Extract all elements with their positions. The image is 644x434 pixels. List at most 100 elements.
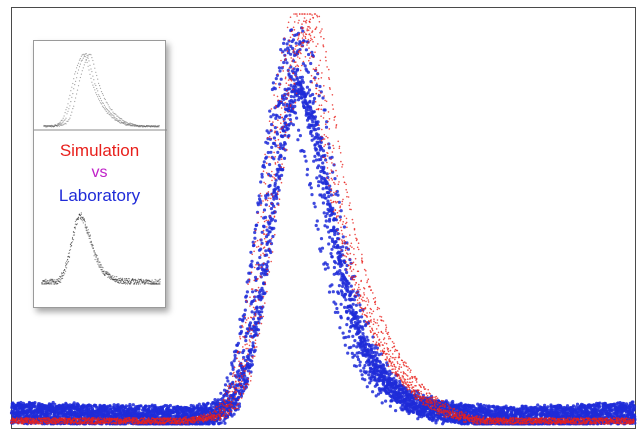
lab-point-322 (371, 390, 375, 394)
lab-point-1849 (213, 398, 217, 402)
lab-point-3526 (223, 421, 227, 425)
lab-point-763 (242, 355, 246, 360)
lab-point-817 (303, 64, 307, 68)
lab-point-1939 (314, 158, 318, 162)
lab-point-4553 (128, 402, 132, 407)
lab-point-308 (356, 355, 360, 359)
lab-point-4584 (162, 410, 166, 414)
lab-point-3605 (311, 101, 315, 105)
lab-point-821 (307, 88, 312, 92)
lab-point-4725 (321, 96, 325, 100)
lab-point-4165 (316, 133, 320, 137)
lab-point-4736 (333, 177, 337, 181)
lab-point-4194 (349, 290, 353, 294)
lab-point-4727 (323, 108, 327, 112)
lab-point-4363 (539, 411, 543, 415)
lab-point-4667 (255, 327, 259, 331)
lab-point-222 (259, 201, 263, 205)
lab-point-4971 (597, 402, 601, 407)
lab-point-4795 (399, 387, 403, 391)
lab-point-3098 (367, 363, 371, 367)
lab-point-4690 (281, 129, 285, 133)
lab-point-1903 (273, 87, 277, 91)
lab-point-1951 (328, 235, 332, 239)
lab-point-306 (353, 353, 357, 357)
lab-point-1890 (259, 180, 263, 184)
lab-point-4710 (304, 48, 308, 52)
lab-point-820 (306, 70, 310, 74)
lab-point-260 (302, 149, 306, 154)
lab-point-4556 (131, 403, 135, 407)
lab-point-4696 (288, 87, 292, 91)
lab-point-1959 (337, 291, 341, 295)
lab-point-271 (314, 223, 318, 228)
lab-point-1978 (357, 351, 361, 355)
lab-point-4779 (382, 363, 386, 367)
lab-point-4682 (272, 190, 276, 194)
lab-point-1952 (329, 252, 333, 256)
lab-point-262 (304, 159, 308, 163)
lab-point-4128 (275, 196, 279, 200)
lab-point-3028 (288, 99, 292, 103)
lab-point-302 (349, 345, 353, 349)
lab-point-2461 (276, 150, 280, 154)
lab-point-299 (346, 351, 350, 355)
lab-point-3777 (504, 412, 508, 416)
lab-point-3580 (283, 142, 287, 146)
lab-point-197 (231, 367, 235, 371)
lab-point-329 (379, 390, 383, 395)
lab-point-295 (341, 331, 345, 335)
lab-point-2520 (341, 273, 345, 277)
lab-point-1892 (261, 164, 265, 169)
lab-point-3621 (329, 193, 334, 197)
lab-point-3069 (334, 240, 338, 244)
lab-point-1899 (269, 115, 273, 119)
lab-point-4172 (324, 182, 328, 186)
lab-point-1886 (255, 223, 259, 227)
lab-point-291 (336, 310, 340, 314)
lab-point-3059 (322, 193, 327, 197)
lab-point-4669 (257, 317, 261, 321)
lab-point-3011 (269, 207, 273, 211)
lab-point-4977 (603, 402, 608, 406)
lab-point-3587 (291, 100, 295, 104)
lab-point-1907 (278, 69, 282, 73)
lab-point-195 (229, 372, 233, 376)
lab-point-4127 (273, 219, 277, 223)
lab-point-4744 (342, 225, 346, 229)
lab-point-1854 (219, 391, 223, 395)
lab-point-3027 (287, 106, 291, 110)
lab-point-4992 (620, 404, 624, 408)
lab-point-3501 (195, 410, 199, 414)
lab-point-4205 (361, 327, 365, 331)
lab-point-4683 (274, 187, 278, 191)
lab-point-2483 (300, 75, 304, 79)
lab-point-4215 (372, 354, 376, 358)
lab-point-3740 (463, 403, 468, 407)
lab-point-3599 (305, 85, 309, 89)
lab-point-1884 (253, 230, 257, 235)
lab-point-203 (238, 317, 242, 321)
lab-point-3653 (366, 338, 370, 342)
lab-point-4208 (365, 335, 369, 339)
lab-point-4791 (394, 379, 398, 383)
lab-point-3104 (373, 378, 378, 382)
lab-point-378 (434, 421, 438, 425)
lab-point-4728 (324, 125, 329, 129)
lab-point-253 (293, 111, 298, 115)
lab-point-266 (308, 181, 312, 186)
lab-point-3084 (351, 312, 355, 316)
lab-point-272 (315, 219, 319, 223)
lab-point-270 (313, 205, 317, 209)
lab-point-269 (312, 201, 316, 205)
lab-point-1949 (325, 225, 329, 229)
lab-point-4168 (320, 146, 324, 151)
lab-point-4676 (265, 264, 269, 268)
lab-point-1950 (327, 242, 331, 246)
lab-point-1988 (369, 379, 373, 383)
lab-point-317 (365, 385, 369, 389)
lab-point-4195 (350, 297, 354, 301)
lab-point-4880 (494, 410, 498, 414)
lab-point-1983 (364, 371, 368, 375)
lab-point-4665 (254, 322, 258, 326)
